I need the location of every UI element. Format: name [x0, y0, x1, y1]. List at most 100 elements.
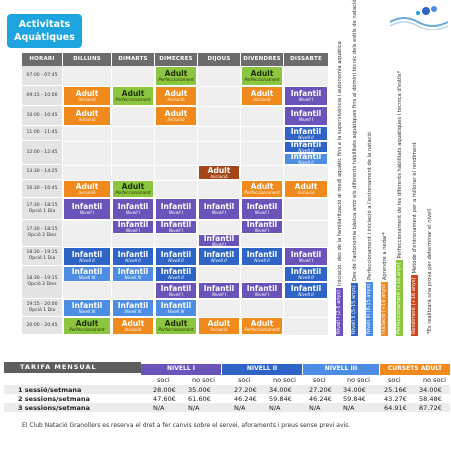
class-block: Infantil Nivell III: [155, 299, 197, 317]
legend-text: Mètode d'entrenament per a millorar el r…: [411, 142, 418, 274]
class-block: Infantil Nivell II: [112, 247, 154, 266]
day-header: DIJOUS: [198, 53, 240, 66]
class-level: Iniciació: [253, 97, 271, 102]
title-line-2: Aquàtiques: [14, 32, 75, 43]
class-level: Nivell I: [254, 291, 270, 297]
tariff-group-header: NIVELL III: [303, 364, 379, 373]
day-header: HORARI: [22, 53, 62, 66]
time-slot-label: 07:00 - 07:45: [22, 66, 62, 86]
class-level: Nivell I: [211, 210, 227, 215]
class-level: Nivell I: [211, 241, 227, 247]
class-name: Infantil: [117, 202, 149, 211]
class-level: Nivell I: [298, 117, 314, 122]
class-level: Perfeccionament: [69, 327, 105, 332]
day-header: DISSABTE: [284, 53, 328, 66]
class-name: Infantil: [71, 267, 103, 276]
time-slot-label: 17:30 - 18:15 Opció 2 Dies: [22, 220, 62, 247]
class-level: Iniciació: [78, 97, 96, 102]
legend-tag: Perfeccionament (+16 anys): [396, 260, 403, 336]
class-level: Perfeccionament: [158, 327, 194, 332]
class-block: Infantil Nivell II: [284, 282, 328, 299]
class-block: Infantil Nivell II: [284, 126, 328, 141]
class-level: Nivell I: [298, 257, 314, 263]
class-block: Adult Perfeccionament: [112, 180, 154, 198]
tariff-row-label: 2 sessions/setmana: [18, 395, 90, 403]
class-name: Infantil: [117, 249, 149, 259]
tariff-price: N/A: [153, 404, 165, 412]
class-block: Infantil Nivell I: [198, 198, 240, 220]
class-name: Infantil: [71, 202, 103, 211]
class-name: Infantil: [117, 220, 149, 229]
tariff-price: 25.16€: [384, 386, 407, 394]
time-slot-label: 16:30 - 16:45: [22, 180, 62, 198]
class-level: Nivell I: [254, 210, 270, 215]
tariff-subheader: soci: [313, 376, 326, 384]
tariff-price: 27.20€: [309, 386, 332, 394]
tariff-price: 87.72€: [419, 404, 442, 412]
tariff-title: TARIFA MENSUAL: [4, 362, 141, 373]
class-block: Infantil Nivell I: [198, 282, 240, 299]
class-level: Nivell I: [79, 210, 95, 215]
legend-tag: Iniciació (+16 anys): [381, 282, 388, 336]
class-name: Adult: [75, 89, 99, 98]
class-level: Perfeccionament: [115, 97, 151, 102]
tariff-group-underline: [141, 373, 221, 375]
class-level: Iniciació: [167, 117, 185, 122]
class-name: Infantil: [160, 220, 192, 229]
class-level: Nivell I: [168, 228, 184, 233]
day-header: DIMECRES: [155, 53, 197, 66]
class-name: Infantil: [246, 249, 278, 259]
tariff-group-header: CURSETS ADULT: [380, 364, 450, 373]
time-slot-label: 11:00 - 11:45: [22, 126, 62, 141]
legend-entry: Nivell I (2-5 anys) Iniciació: des de la …: [336, 41, 343, 336]
tariff-price: 43.27€: [384, 395, 407, 403]
class-level: Nivell III: [124, 275, 142, 280]
legend-text: Aprendre a nedar*: [381, 232, 388, 281]
class-name: Infantil: [203, 202, 235, 211]
title-line-1: Activitats: [18, 19, 71, 30]
class-level: Nivell II: [298, 148, 314, 153]
tariff-subheader: no soci: [273, 376, 296, 384]
class-name: Infantil: [203, 249, 235, 259]
class-block: Adult Perfeccionament: [155, 66, 197, 86]
class-name: Infantil: [160, 283, 192, 293]
class-level: Nivell I: [298, 97, 314, 102]
class-name: Adult: [164, 319, 188, 328]
tariff-price: 35.00€: [188, 386, 211, 394]
class-level: Nivell II: [298, 134, 314, 140]
legend-text: Iniciació: des de la familiarització al …: [336, 41, 343, 286]
class-block: Adult Iniciació: [155, 106, 197, 126]
time-slot-label: 18:30 - 19:15 Opció 2 Dies: [22, 266, 62, 299]
class-name: Infantil: [117, 301, 149, 310]
class-name: Adult: [207, 319, 231, 328]
class-block: Infantil Nivell I: [241, 220, 283, 234]
class-name: Infantil: [290, 140, 322, 149]
class-name: Infantil: [290, 109, 322, 118]
class-level: Nivell II: [125, 257, 141, 263]
class-name: Infantil: [290, 89, 322, 98]
class-level: Nivell I: [168, 210, 184, 215]
tariff-row-label: 3 sessions/setmana: [18, 404, 90, 412]
tariff-subheader: no soci: [192, 376, 215, 384]
schedule-grid: HORARI DILLUNS DIMARTS DIMECRES DIJOUS DIVEND…: [22, 53, 328, 336]
class-name: Adult: [121, 319, 145, 328]
legend-text: Des de l'autonomia bàsica amb els difere…: [351, 0, 358, 282]
class-block: Infantil Nivell II: [284, 141, 328, 153]
club-logo-icon: [389, 6, 449, 30]
class-level: Nivell I: [125, 210, 141, 215]
tariff-price: 34.00€: [343, 386, 366, 394]
tariff-price: N/A: [188, 404, 200, 412]
class-block: Infantil Nivell II: [155, 247, 197, 266]
tariff-subheader: soci: [238, 376, 251, 384]
time-slot-label: 13:30 - 14:25: [22, 165, 62, 180]
class-block: Infantil Nivell II: [241, 247, 283, 266]
legend-entry: Rendiment (+16 anys) Mètode d'entrenament…: [411, 142, 418, 336]
class-level: Perfeccionament: [158, 77, 194, 82]
day-header: DILLUNS: [63, 53, 111, 66]
class-level: Iniciació: [78, 190, 96, 195]
class-block: Infantil Nivell I: [155, 198, 197, 220]
class-name: Adult: [250, 319, 274, 328]
legend-entry: Iniciació (+16 anys) Aprendre a nedar*: [381, 232, 388, 336]
class-block: Infantil Nivell I: [112, 220, 154, 234]
class-block: Adult Iniciació: [63, 180, 111, 198]
